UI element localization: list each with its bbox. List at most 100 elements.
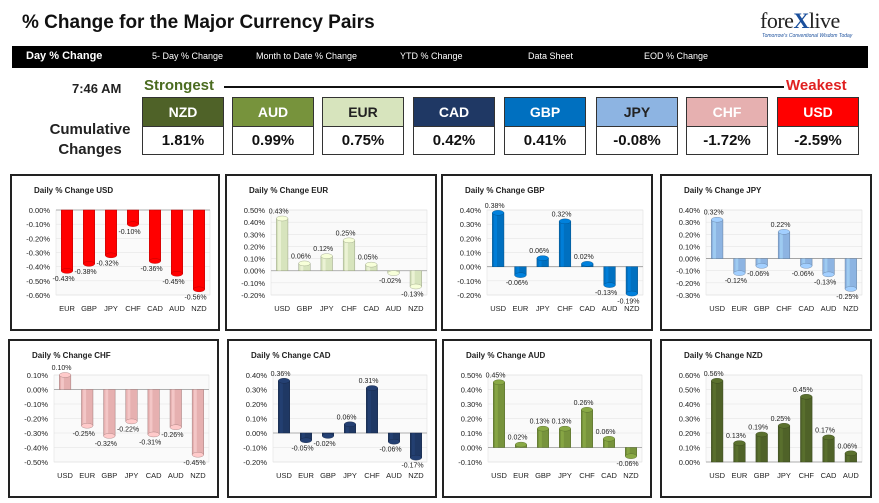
currency-code: JPY: [597, 98, 677, 126]
data-label: 0.06%: [291, 253, 311, 260]
data-label: 0.17%: [815, 427, 835, 434]
x-tick-label: CAD: [798, 304, 814, 313]
x-tick-label: EUR: [59, 304, 75, 313]
tab-ytd-change[interactable]: YTD % Change: [400, 51, 463, 61]
forexlive-logo[interactable]: foreXlive: [760, 8, 840, 34]
data-label: 0.31%: [359, 378, 379, 385]
x-tick-label: USD: [490, 304, 506, 313]
bar-cap: [300, 437, 312, 443]
y-tick-label: 0.00%: [244, 267, 266, 276]
y-tick-label: -0.30%: [676, 291, 700, 300]
chart-nzd: Daily % Change NZD 0.60% 0.50% 0.40% 0.30% 0.…: [660, 339, 872, 498]
x-tick-label: CAD: [363, 304, 379, 313]
data-label: 0.06%: [529, 248, 549, 255]
y-tick-label: 0.00%: [27, 386, 49, 395]
currency-change-value: -1.72%: [687, 126, 767, 154]
chart-title: Daily % Change EUR: [249, 186, 328, 195]
bar-cap: [276, 215, 289, 222]
bar-highlight: [301, 433, 305, 441]
bar-cap: [149, 258, 161, 264]
data-label: 0.12%: [313, 246, 333, 253]
x-tick-label: AUD: [602, 304, 618, 313]
bar-highlight: [824, 258, 828, 275]
x-tick-label: NZD: [190, 471, 206, 480]
bar-highlight: [322, 256, 326, 271]
bar-highlight: [779, 425, 783, 462]
y-tick-label: 0.20%: [461, 415, 483, 424]
logo-text-pre: fore: [760, 8, 794, 33]
x-tick-label: CAD: [821, 471, 837, 480]
cumulative-label-line1: Cumulative: [49, 121, 131, 138]
tab-data-sheet[interactable]: Data Sheet: [528, 51, 574, 61]
bar-cap: [127, 221, 139, 227]
data-label: 0.56%: [704, 371, 724, 378]
bar-cap: [822, 434, 835, 441]
x-tick-label: CHF: [579, 471, 595, 480]
y-tick-label: 0.10%: [246, 415, 268, 424]
y-tick-label: 0.10%: [460, 249, 482, 258]
bar-highlight: [278, 218, 281, 271]
bar-highlight: [582, 409, 586, 448]
x-tick-label: AUD: [821, 304, 837, 313]
chart-aud: Daily % Change AUD 0.50% 0.40% 0.30% 0.20% 0.…: [442, 339, 652, 498]
bar-highlight: [300, 263, 304, 271]
bar-highlight: [757, 258, 761, 266]
y-tick-label: 0.30%: [460, 220, 482, 229]
tab-eod-change[interactable]: EOD % Change: [644, 51, 709, 61]
bar-cap: [733, 440, 746, 446]
bar-highlight: [128, 210, 132, 225]
data-label: -0.06%: [506, 280, 528, 287]
data-label: 0.22%: [771, 222, 791, 229]
data-label: -0.13%: [814, 279, 836, 286]
currency-box-cad: CAD 0.42%: [413, 97, 495, 155]
logo-text-post: live: [808, 8, 841, 33]
x-tick-label: JPY: [558, 471, 572, 480]
bar-cap: [625, 290, 638, 297]
bar-gbp: [755, 434, 768, 463]
x-tick-label: NZD: [408, 304, 424, 313]
y-tick-label: -0.20%: [26, 234, 50, 243]
x-tick-label: EUR: [79, 471, 95, 480]
timestamp: 7:46 AM: [72, 81, 122, 96]
bar-highlight: [105, 389, 109, 436]
currency-code: USD: [778, 98, 858, 126]
bar-cap: [365, 261, 378, 268]
bar-eur: [733, 442, 746, 463]
data-label: 0.32%: [704, 210, 724, 217]
bar-cap: [83, 261, 95, 267]
bar-cap: [603, 436, 615, 442]
data-label: 0.32%: [552, 211, 572, 218]
x-tick-label: EUR: [513, 304, 529, 313]
data-label: 0.06%: [337, 414, 357, 421]
bar-highlight: [757, 434, 761, 462]
tab-day-change[interactable]: Day % Change: [26, 50, 103, 62]
y-tick-label: 0.40%: [460, 206, 482, 215]
bar-highlight: [411, 433, 415, 458]
currency-box-chf: CHF -1.72%: [686, 97, 768, 155]
currency-code: GBP: [505, 98, 585, 126]
bar-highlight: [344, 240, 348, 271]
chart-chf: Daily % Change CHF 0.10% 0.00% -0.10% -0.20%…: [8, 339, 219, 498]
bar-cap: [410, 454, 422, 461]
bar-cap: [409, 283, 422, 290]
bar-cap: [344, 421, 356, 428]
bar-cap: [800, 394, 813, 400]
y-tick-label: 0.50%: [244, 206, 266, 215]
logo-tagline: Tomorrow's Conventional Wisdom Today: [762, 33, 853, 39]
x-tick-label: GBP: [754, 304, 770, 313]
x-tick-label: NZD: [623, 471, 639, 480]
bar-cap: [125, 418, 138, 425]
data-label: 0.19%: [748, 424, 768, 431]
y-tick-label: 0.40%: [246, 371, 268, 380]
y-tick-label: 0.00%: [679, 458, 701, 467]
x-tick-label: EUR: [298, 471, 314, 480]
data-label: -0.22%: [117, 426, 139, 433]
bar-highlight: [779, 231, 783, 259]
bar-highlight: [713, 219, 716, 259]
bar-highlight: [713, 380, 716, 462]
tab-month-to-date-change[interactable]: Month to Date % Change: [256, 51, 358, 61]
bar-cap: [320, 253, 333, 259]
tab-5-day-change[interactable]: 5- Day % Change: [152, 51, 224, 61]
bar-highlight: [83, 389, 87, 426]
bar-cap: [515, 441, 527, 448]
